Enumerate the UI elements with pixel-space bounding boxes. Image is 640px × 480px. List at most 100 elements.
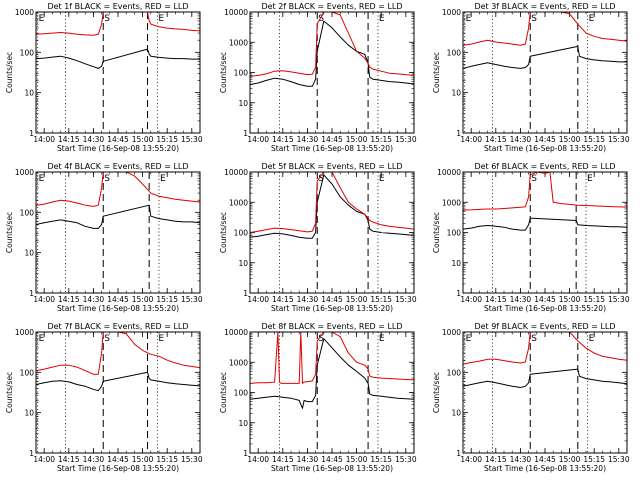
x-tick-label: 15:15 <box>370 295 392 304</box>
detector-panel: Det 7f BLACK = Events, RED = LLD Counts/s… <box>5 322 203 473</box>
x-tick-label: 14:00 <box>460 455 482 464</box>
x-tick-label: 15:15 <box>370 135 392 144</box>
x-tick-label: 15:00 <box>346 135 368 144</box>
time-marker-label: E <box>379 14 385 24</box>
time-marker-label: E <box>466 334 472 344</box>
lld-series-line <box>250 332 414 384</box>
detector-panel: Det 6f BLACK = Events, RED = LLD Counts/s… <box>432 162 630 313</box>
events-series-line <box>463 368 627 388</box>
x-tick-label: 15:15 <box>583 295 605 304</box>
x-tick-label: 14:45 <box>321 295 343 304</box>
detector-panel: Det 4f BLACK = Events, RED = LLD Counts/s… <box>5 162 203 313</box>
x-tick-label: 14:45 <box>321 455 343 464</box>
events-series-line <box>463 217 627 231</box>
lld-series-line <box>250 172 414 233</box>
x-tick-label: 15:30 <box>395 135 417 144</box>
x-tick-label: 14:30 <box>297 295 319 304</box>
x-tick-label: 14:45 <box>107 455 129 464</box>
y-tick-label: 1 <box>243 129 248 138</box>
y-tick-label: 1 <box>243 449 248 458</box>
panel-title: Det 6f BLACK = Events, RED = LLD <box>474 162 615 171</box>
x-tick-label: 15:15 <box>583 135 605 144</box>
x-tick-label: 15:00 <box>559 455 581 464</box>
y-tick-label: 10000 <box>437 168 461 177</box>
x-tick-label: 14:30 <box>83 295 105 304</box>
time-marker-label: E <box>589 14 595 24</box>
x-tick-label: 14:45 <box>107 135 129 144</box>
lld-series-line <box>463 172 627 211</box>
time-marker-label: S <box>104 334 110 344</box>
x-tick-label: 15:15 <box>156 295 178 304</box>
x-tick-label: 14:30 <box>83 455 105 464</box>
time-marker-label: S <box>531 14 537 24</box>
panel-title: Det 4f BLACK = Events, RED = LLD <box>47 162 188 171</box>
events-series-line <box>463 45 627 69</box>
x-tick-label: 15:00 <box>132 135 154 144</box>
x-axis-label: Start Time (16-Sep-08 13:55:20) <box>484 464 606 473</box>
panel-title: Det 7f BLACK = Events, RED = LLD <box>47 322 188 331</box>
x-tick-label: 15:30 <box>608 135 630 144</box>
x-tick-label: 14:15 <box>272 295 294 304</box>
panel-title: Det 1f BLACK = Events, RED = LLD <box>47 2 188 11</box>
detector-panel: Det 3f BLACK = Events, RED = LLD Counts/s… <box>432 2 630 153</box>
plot-frame <box>462 171 628 294</box>
x-axis-label: Start Time (16-Sep-08 13:55:20) <box>57 144 179 153</box>
x-tick-label: 15:30 <box>395 295 417 304</box>
y-tick-label: 1 <box>29 449 34 458</box>
y-tick-label: 100 <box>447 48 462 57</box>
x-tick-label: 14:15 <box>58 455 80 464</box>
time-marker-label: E <box>39 174 45 184</box>
x-tick-label: 14:00 <box>460 135 482 144</box>
time-marker-label: S <box>531 174 537 184</box>
plot-frame <box>462 11 628 134</box>
time-marker-label: E <box>379 174 385 184</box>
y-tick-label: 1000 <box>15 168 34 177</box>
x-tick-label: 14:30 <box>510 135 532 144</box>
x-tick-label: 14:15 <box>485 455 507 464</box>
y-tick-label: 100 <box>20 208 35 217</box>
detector-panel: Det 5f BLACK = Events, RED = LLD Counts/s… <box>219 162 417 313</box>
time-marker-label: S <box>531 334 537 344</box>
x-tick-label: 14:45 <box>321 135 343 144</box>
y-tick-label: 1000 <box>229 358 248 367</box>
x-tick-label: 14:15 <box>485 135 507 144</box>
time-marker-label: E <box>589 334 595 344</box>
x-tick-label: 14:15 <box>272 135 294 144</box>
lld-series-line <box>36 172 200 207</box>
x-tick-label: 15:00 <box>559 295 581 304</box>
time-marker-label: E <box>39 14 45 24</box>
time-marker-label: E <box>379 334 385 344</box>
lld-series-line <box>463 332 627 365</box>
y-tick-label: 100 <box>234 69 249 78</box>
x-tick-label: 14:45 <box>534 135 556 144</box>
x-tick-label: 14:00 <box>247 135 269 144</box>
x-tick-label: 14:30 <box>510 455 532 464</box>
x-tick-label: 14:00 <box>247 295 269 304</box>
y-axis-label: Counts/sec <box>219 372 228 413</box>
y-tick-label: 100 <box>20 368 35 377</box>
y-tick-label: 10 <box>24 249 34 258</box>
plot-frame <box>249 11 415 134</box>
x-axis-label: Start Time (16-Sep-08 13:55:20) <box>271 464 393 473</box>
x-tick-label: 14:30 <box>297 135 319 144</box>
y-axis-label: Counts/sec <box>5 212 14 253</box>
x-tick-label: 14:00 <box>33 135 55 144</box>
time-marker-label: E <box>587 174 593 184</box>
y-tick-label: 100 <box>447 368 462 377</box>
y-tick-label: 1000 <box>15 8 34 17</box>
x-tick-label: 14:45 <box>534 295 556 304</box>
x-tick-label: 14:15 <box>272 455 294 464</box>
y-tick-label: 100 <box>447 229 462 238</box>
y-tick-label: 10000 <box>224 168 248 177</box>
y-tick-label: 1000 <box>15 328 34 337</box>
y-tick-label: 1000 <box>442 328 461 337</box>
y-tick-label: 1 <box>456 129 461 138</box>
lld-series-line <box>36 332 200 375</box>
plot-frame <box>35 11 201 134</box>
y-tick-label: 10 <box>451 259 461 268</box>
y-tick-label: 10 <box>451 409 461 418</box>
x-tick-label: 15:00 <box>346 455 368 464</box>
y-tick-label: 1000 <box>229 38 248 47</box>
x-tick-label: 15:15 <box>156 455 178 464</box>
